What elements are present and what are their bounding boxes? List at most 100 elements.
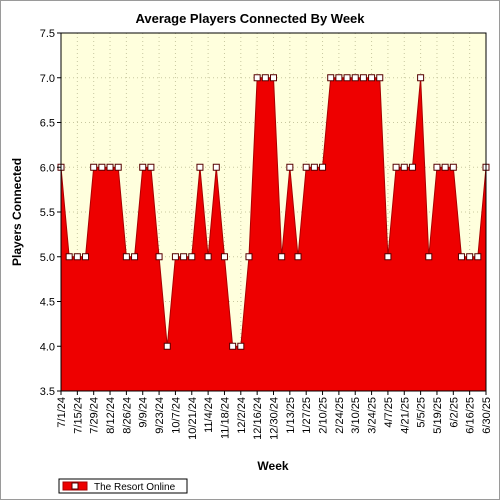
- data-point-marker: [408, 163, 416, 171]
- data-point-marker: [114, 163, 122, 171]
- data-point-marker: [302, 163, 310, 171]
- data-point-marker: [294, 253, 302, 261]
- y-tick-label: 5.0: [40, 252, 55, 264]
- x-tick-label: 3/10/25: [350, 397, 362, 434]
- x-tick-label: 10/7/24: [170, 397, 182, 434]
- data-point-marker: [253, 74, 261, 82]
- x-tick-label: 6/16/25: [465, 397, 477, 434]
- data-point-marker: [425, 253, 433, 261]
- x-tick-label: 6/30/25: [481, 397, 493, 434]
- data-point-marker: [400, 163, 408, 171]
- data-point-marker: [376, 74, 384, 82]
- data-point-marker: [310, 163, 318, 171]
- y-tick-label: 6.0: [40, 162, 55, 174]
- x-tick-label: 7/15/24: [72, 397, 84, 434]
- legend-label: The Resort Online: [94, 482, 176, 493]
- data-point-marker: [229, 342, 237, 350]
- data-point-marker: [196, 163, 204, 171]
- data-point-marker: [392, 163, 400, 171]
- y-tick-label: 4.0: [40, 341, 55, 353]
- data-point-marker: [384, 253, 392, 261]
- y-tick-label: 5.5: [40, 207, 55, 219]
- x-tick-label: 4/21/25: [399, 397, 411, 434]
- x-tick-label: 8/12/24: [105, 397, 117, 434]
- y-tick-label: 4.5: [40, 297, 55, 309]
- y-tick-label: 6.5: [40, 118, 55, 130]
- x-tick-label: 8/26/24: [121, 397, 133, 434]
- x-tick-label: 6/2/25: [448, 397, 460, 428]
- x-tick-label: 1/13/25: [285, 397, 297, 434]
- data-point-marker: [343, 74, 351, 82]
- data-point-marker: [319, 163, 327, 171]
- data-point-marker: [171, 253, 179, 261]
- x-tick-label: 7/1/24: [56, 397, 68, 428]
- x-tick-label: 9/23/24: [154, 397, 166, 434]
- x-tick-label: 9/9/24: [138, 397, 150, 428]
- x-axis-label: Week: [257, 459, 288, 473]
- x-axis-ticks: 7/1/24 7/15/24 7/29/24 8/12/24 8/26/24 9/9/24…: [56, 391, 493, 440]
- chart-title: Average Players Connected By Week: [135, 11, 365, 26]
- data-point-marker: [204, 253, 212, 261]
- legend-box: [58, 478, 188, 494]
- x-tick-label: 11/4/24: [203, 397, 215, 433]
- data-point-marker: [65, 253, 73, 261]
- y-axis-label: Players Connected: [10, 158, 24, 266]
- x-tick-label: 5/19/25: [432, 397, 444, 434]
- y-tick-label: 7.5: [40, 28, 55, 40]
- series-area-fill: [61, 77, 486, 391]
- y-tick-label: 3.5: [40, 386, 55, 398]
- data-point-marker: [335, 74, 343, 82]
- data-point-marker: [237, 342, 245, 350]
- data-point-marker: [327, 74, 335, 82]
- data-point-marker: [441, 163, 449, 171]
- data-point-marker: [433, 163, 441, 171]
- data-point-marker: [180, 253, 188, 261]
- legend: The Resort Online: [58, 478, 188, 494]
- data-point-marker: [351, 74, 359, 82]
- x-tick-label: 5/5/25: [416, 397, 428, 428]
- x-tick-label: 4/7/25: [383, 397, 395, 428]
- data-point-marker: [212, 163, 220, 171]
- data-point-marker: [245, 253, 253, 261]
- data-point-marker: [131, 253, 139, 261]
- x-tick-label: 2/24/25: [334, 397, 346, 434]
- data-point-marker: [359, 74, 367, 82]
- data-point-marker: [188, 253, 196, 261]
- data-point-marker: [278, 253, 286, 261]
- data-point-marker: [220, 253, 228, 261]
- data-point-marker: [155, 253, 163, 261]
- x-tick-label: 11/18/24: [219, 397, 231, 439]
- data-point-marker: [286, 163, 294, 171]
- x-tick-label: 2/10/25: [318, 397, 330, 434]
- data-point-marker: [90, 163, 98, 171]
- data-point-marker: [163, 342, 171, 350]
- legend-marker: [71, 482, 79, 490]
- y-axis-ticks: 3.5 4.0 4.5 5.0 5.5 6.0 6.5 7.0 7.5: [40, 28, 61, 398]
- x-tick-label: 12/16/24: [252, 397, 264, 440]
- data-point-marker: [449, 163, 457, 171]
- x-tick-label: 3/24/25: [367, 397, 379, 434]
- data-point-marker: [122, 253, 130, 261]
- data-point-marker: [417, 74, 425, 82]
- data-point-marker: [270, 74, 277, 82]
- x-tick-label: 12/2/24: [236, 397, 248, 434]
- x-tick-label: 12/30/24: [269, 397, 281, 440]
- data-point-marker: [106, 163, 114, 171]
- data-point-marker: [457, 253, 465, 261]
- data-point-marker: [147, 163, 155, 171]
- series-markers: [57, 74, 490, 350]
- y-tick-label: 7.0: [40, 73, 55, 85]
- plot-border: [60, 32, 487, 392]
- x-tick-label: 10/21/24: [187, 397, 199, 440]
- data-point-marker: [139, 163, 147, 171]
- data-point-marker: [82, 253, 90, 261]
- data-point-marker: [368, 74, 376, 82]
- data-point-marker: [261, 74, 269, 82]
- data-point-marker: [73, 253, 81, 261]
- x-tick-label: 1/27/25: [301, 397, 313, 434]
- data-point-marker: [98, 163, 106, 171]
- x-tick-label: 7/29/24: [89, 397, 101, 434]
- data-point-marker: [474, 253, 482, 261]
